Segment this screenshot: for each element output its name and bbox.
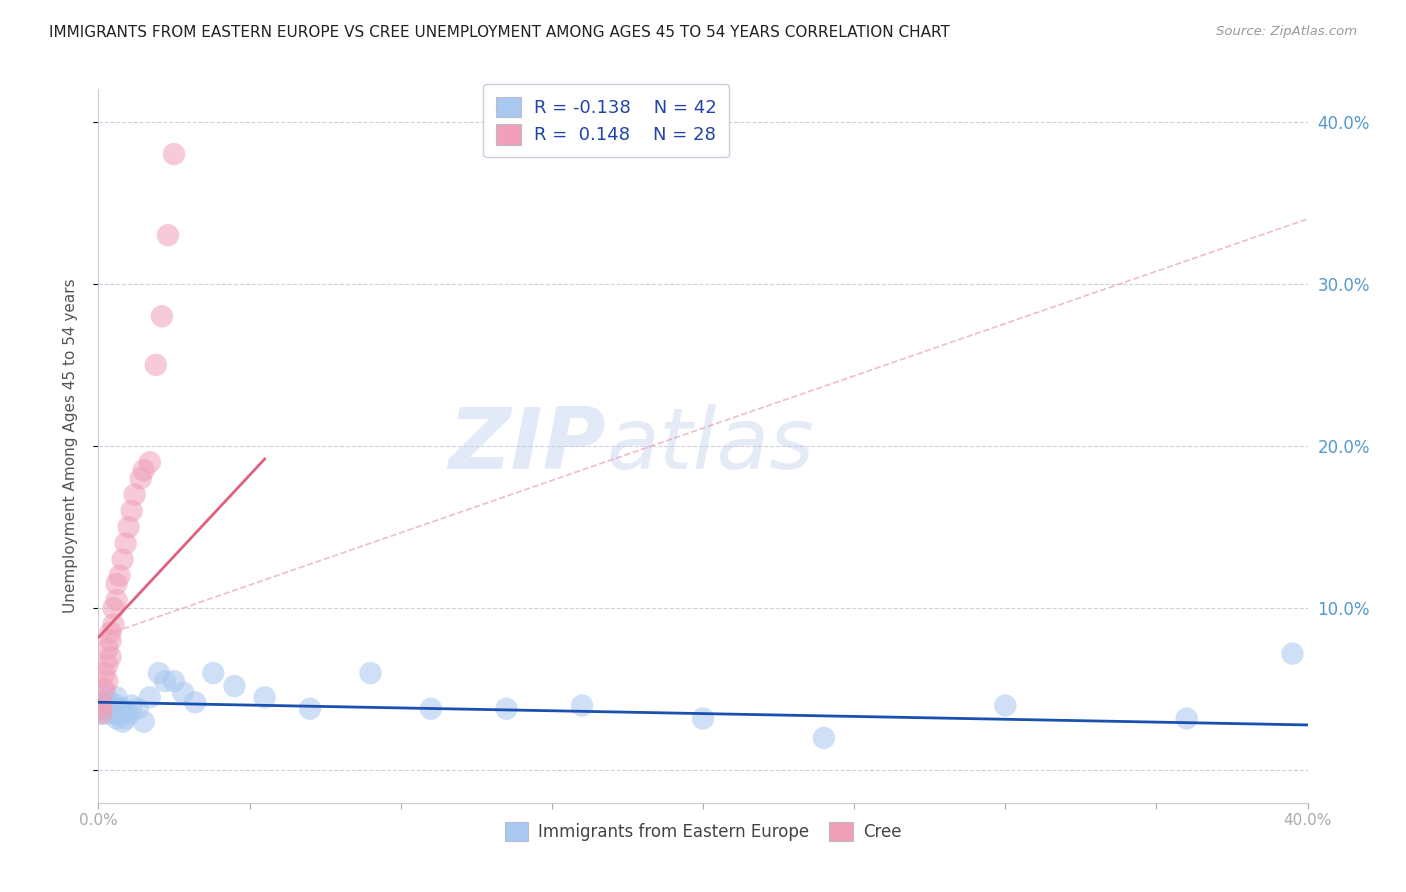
Point	[96, 706, 118, 721]
Point	[93, 695, 115, 709]
Point	[103, 617, 125, 632]
Point	[90, 706, 112, 721]
Point	[153, 674, 176, 689]
Point	[103, 601, 125, 615]
Point	[90, 702, 112, 716]
Point	[163, 674, 186, 689]
Point	[202, 666, 225, 681]
Point	[495, 702, 517, 716]
Point	[163, 147, 186, 161]
Text: Source: ZipAtlas.com: Source: ZipAtlas.com	[1216, 25, 1357, 38]
Point	[420, 702, 443, 716]
Point	[121, 504, 143, 518]
Point	[105, 577, 128, 591]
Point	[108, 706, 131, 721]
Point	[105, 593, 128, 607]
Point	[813, 731, 835, 745]
Point	[571, 698, 593, 713]
Point	[299, 702, 322, 716]
Point	[111, 702, 134, 716]
Point	[148, 666, 170, 681]
Point	[90, 698, 112, 713]
Point	[1281, 647, 1303, 661]
Point	[1175, 711, 1198, 725]
Point	[127, 702, 149, 716]
Y-axis label: Unemployment Among Ages 45 to 54 years: Unemployment Among Ages 45 to 54 years	[63, 278, 77, 614]
Point	[114, 536, 136, 550]
Point	[93, 666, 115, 681]
Point	[994, 698, 1017, 713]
Point	[132, 714, 155, 729]
Point	[96, 698, 118, 713]
Point	[156, 228, 179, 243]
Point	[103, 702, 125, 716]
Point	[100, 625, 122, 640]
Point	[118, 520, 141, 534]
Point	[132, 463, 155, 477]
Point	[145, 358, 167, 372]
Point	[93, 685, 115, 699]
Point	[114, 711, 136, 725]
Point	[100, 695, 122, 709]
Point	[360, 666, 382, 681]
Point	[108, 568, 131, 582]
Point	[129, 471, 152, 485]
Point	[103, 706, 125, 721]
Point	[96, 657, 118, 672]
Point	[253, 690, 276, 705]
Point	[93, 682, 115, 697]
Point	[96, 674, 118, 689]
Point	[105, 690, 128, 705]
Text: atlas: atlas	[606, 404, 814, 488]
Text: ZIP: ZIP	[449, 404, 606, 488]
Point	[172, 685, 194, 699]
Text: IMMIGRANTS FROM EASTERN EUROPE VS CREE UNEMPLOYMENT AMONG AGES 45 TO 54 YEARS CO: IMMIGRANTS FROM EASTERN EUROPE VS CREE U…	[49, 25, 950, 40]
Point	[111, 714, 134, 729]
Point	[118, 706, 141, 721]
Legend: Immigrants from Eastern Europe, Cree: Immigrants from Eastern Europe, Cree	[498, 815, 908, 848]
Point	[93, 702, 115, 716]
Point	[100, 633, 122, 648]
Point	[100, 702, 122, 716]
Point	[108, 702, 131, 716]
Point	[100, 649, 122, 664]
Point	[90, 706, 112, 721]
Point	[139, 690, 162, 705]
Point	[90, 695, 112, 709]
Point	[139, 455, 162, 469]
Point	[96, 641, 118, 656]
Point	[124, 488, 146, 502]
Point	[184, 695, 207, 709]
Point	[105, 711, 128, 725]
Point	[224, 679, 246, 693]
Point	[150, 310, 173, 324]
Point	[111, 552, 134, 566]
Point	[105, 698, 128, 713]
Point	[692, 711, 714, 725]
Point	[121, 698, 143, 713]
